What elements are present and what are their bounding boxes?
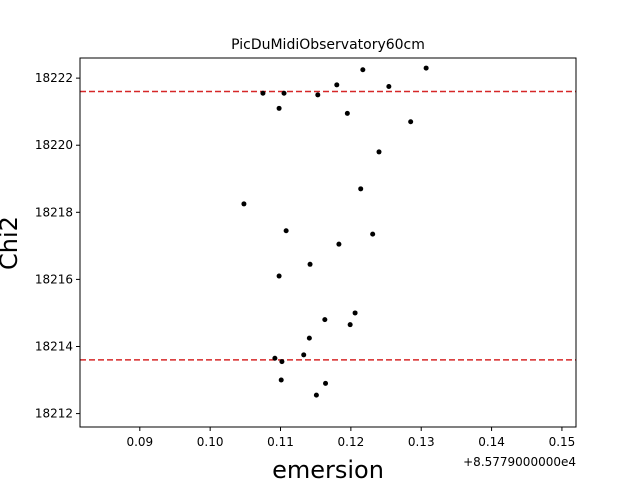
x-tick-label: 0.09 xyxy=(126,435,153,449)
x-tick-label: 0.14 xyxy=(478,435,505,449)
x-axis-label: emersion xyxy=(272,456,384,480)
data-point xyxy=(306,335,312,341)
y-tick-label: 18212 xyxy=(35,407,73,421)
x-tick-label: 0.12 xyxy=(338,435,365,449)
data-point xyxy=(347,322,353,328)
data-point xyxy=(313,392,319,398)
data-point xyxy=(352,310,358,316)
x-tick-label: 0.11 xyxy=(267,435,294,449)
data-points xyxy=(241,65,429,398)
data-point xyxy=(408,119,414,125)
data-point xyxy=(323,380,329,386)
x-offset-label: +8.5779000000e4 xyxy=(463,455,576,469)
y-axis-label: Chi2 xyxy=(0,216,23,270)
data-point xyxy=(307,261,313,267)
y-tick-label: 18214 xyxy=(35,339,73,353)
plot-frame xyxy=(79,57,577,428)
data-point xyxy=(423,65,429,71)
x-tick-label: 0.10 xyxy=(197,435,224,449)
data-point xyxy=(322,317,328,323)
data-point xyxy=(283,228,289,234)
x-axis: 0.09 0.10 0.11 0.12 0.13 0.14 0.15 xyxy=(126,427,575,449)
y-tick-label: 18218 xyxy=(35,205,73,219)
data-point xyxy=(301,352,307,358)
data-point xyxy=(358,186,364,192)
data-point xyxy=(279,359,285,365)
y-tick-label: 18216 xyxy=(35,272,73,286)
data-point xyxy=(276,105,282,111)
data-point xyxy=(334,82,340,88)
x-tick-label: 0.13 xyxy=(408,435,435,449)
data-point xyxy=(281,90,287,96)
data-point xyxy=(241,201,247,207)
y-tick-label: 18222 xyxy=(35,71,73,85)
y-tick-label: 18220 xyxy=(35,138,73,152)
data-point xyxy=(272,355,278,361)
data-point xyxy=(344,110,350,116)
data-point xyxy=(370,231,376,237)
data-point xyxy=(315,92,321,98)
data-point xyxy=(260,90,266,96)
data-point xyxy=(376,149,382,155)
data-point xyxy=(360,67,366,73)
data-point xyxy=(276,273,282,279)
x-tick-label: 0.15 xyxy=(549,435,576,449)
reference-lines xyxy=(80,90,576,361)
chart-title: PicDuMidiObservatory60cm xyxy=(231,37,425,53)
y-axis: 18212 18214 18216 18218 18220 18222 xyxy=(35,71,80,421)
data-point xyxy=(336,241,342,247)
data-point xyxy=(386,84,392,90)
data-point xyxy=(278,377,284,383)
